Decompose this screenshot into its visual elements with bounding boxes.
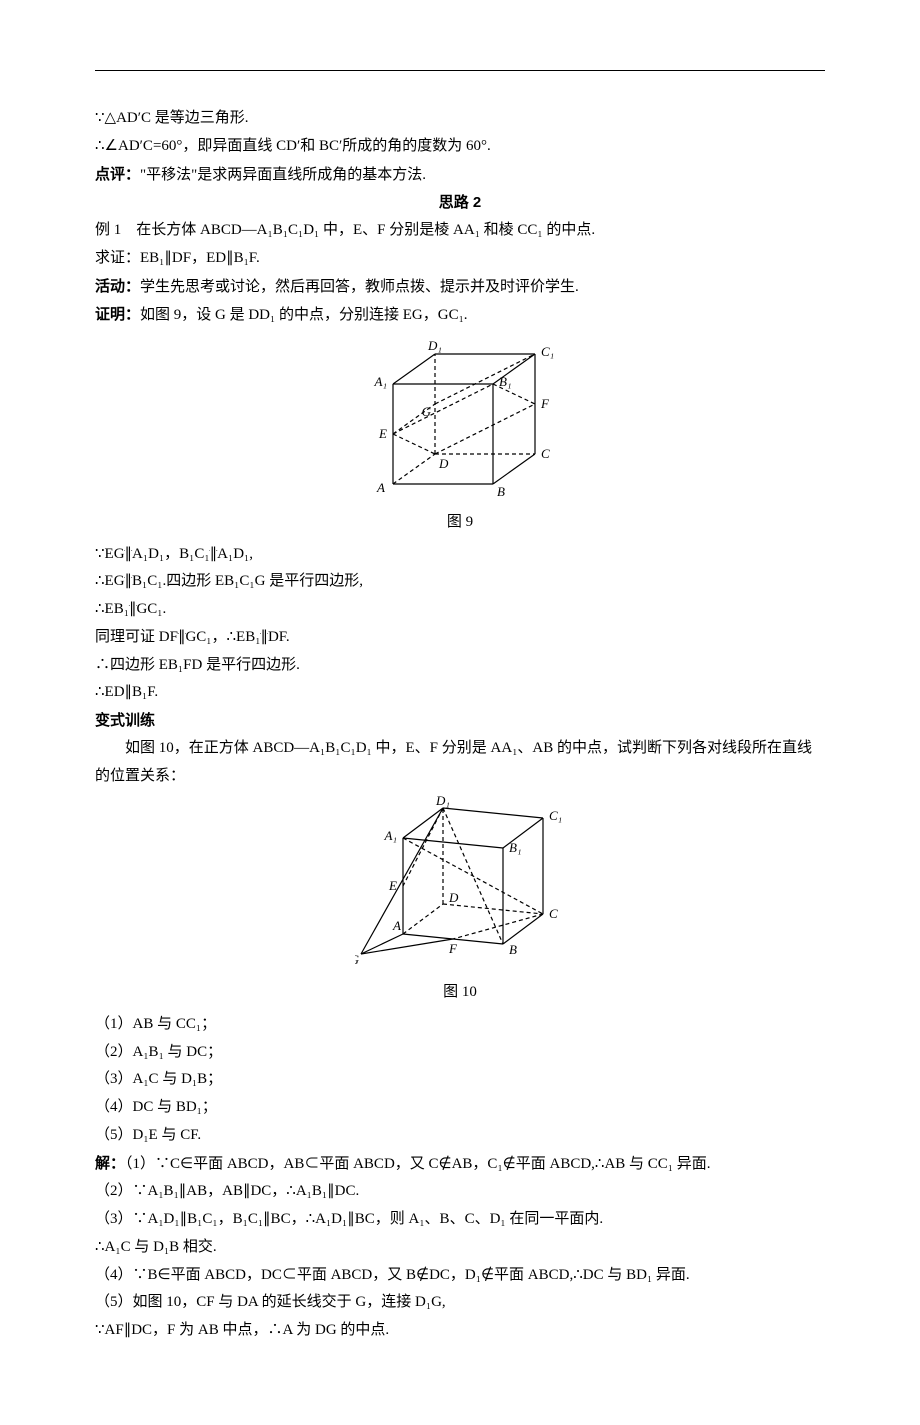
svg-text:D₁: D₁ [427, 338, 442, 353]
item-1: （1）AB 与 CC₁； [95, 1011, 825, 1039]
item-4: （4）DC 与 BD₁； [95, 1094, 825, 1122]
svg-text:D₁: D₁ [435, 796, 450, 808]
svg-text:D: D [438, 456, 449, 471]
proof-l6: ∴ED∥B₁F. [95, 679, 825, 707]
svg-text:D: D [448, 890, 459, 905]
svg-text:B₁: B₁ [499, 374, 511, 389]
solution-6: ∵AF∥DC，F 为 AB 中点，∴A 为 DG 的中点. [95, 1317, 825, 1345]
svg-text:F: F [448, 941, 458, 956]
parallel-equal-icon: ∥ [125, 546, 133, 562]
parallel-equal-icon: ∥ [260, 629, 268, 645]
pl1b: A₁D₁，B₁C₁ [132, 546, 210, 562]
label-activity: 活动： [95, 278, 140, 295]
section-2-title: 思路 2 [95, 189, 825, 217]
solution-3: （3）∵A₁D₁∥B₁C₁，B₁C₁∥BC，∴A₁D₁∥BC，则 A₁、B、C、… [95, 1206, 825, 1234]
label-proof: 证明： [95, 306, 140, 323]
solution-1: 解：（1）∵C∈平面 ABCD，AB⊂平面 ABCD，又 C∉AB，C₁∉平面 … [95, 1150, 825, 1179]
svg-text:F: F [540, 396, 550, 411]
activity-line: 活动：学生先思考或讨论，然后再回答，教师点拨、提示并及时评价学生. [95, 273, 825, 302]
svg-text:G: G [355, 952, 360, 966]
figure-9: A B C D A₁ B₁ C₁ D₁ E F G [95, 336, 825, 507]
pl1c: A₁D₁, [217, 546, 253, 562]
pl3b: GC₁. [136, 601, 166, 617]
variant-title: 变式训练 [95, 707, 825, 735]
item-3: （3）A₁C 与 D₁B； [95, 1066, 825, 1094]
figure-9-caption: 图 9 [95, 509, 825, 537]
svg-text:B: B [509, 942, 517, 957]
svg-text:A₁: A₁ [374, 374, 387, 389]
example-1-line-2: 求证：EB₁∥DF，ED∥B₁F. [95, 245, 825, 273]
proof-l5: ∴四边形 EB₁FD 是平行四边形. [95, 652, 825, 680]
pl2b: B₁C₁.四边形 EB₁C₁G 是平行四边形, [132, 573, 363, 589]
figure-10-svg: A B C D A₁ B₁ C₁ D₁ E F G [355, 796, 565, 966]
variant-intro: 如图 10，在正方体 ABCD—A₁B₁C₁D₁ 中，E、F 分别是 AA₁、A… [95, 735, 825, 791]
proof-l4: 同理可证 DF∥GC₁，∴EB₁∥DF. [95, 624, 825, 652]
label-comment: 点评： [95, 166, 140, 183]
pl4b: GC₁，∴EB₁ [185, 629, 260, 645]
proof-l1: ∵EG∥A₁D₁，B₁C₁∥A₁D₁, [95, 541, 825, 569]
svg-text:B: B [497, 484, 505, 496]
solution-1-body: （1）∵C∈平面 ABCD，AB⊂平面 ABCD，又 C∉AB，C₁∉平面 AB… [125, 1156, 711, 1172]
activity-body: 学生先思考或讨论，然后再回答，教师点拨、提示并及时评价学生. [140, 279, 579, 295]
item-2: （2）A₁B₁ 与 DC； [95, 1039, 825, 1067]
proof-body: 如图 9，设 G 是 DD₁ 的中点，分别连接 EG，GC₁. [140, 307, 468, 323]
svg-text:C: C [549, 906, 558, 921]
svg-text:A₁: A₁ [384, 828, 397, 843]
proof-l3: ∴EB₁∥GC₁. [95, 596, 825, 624]
svg-text:E: E [378, 426, 387, 441]
figure-10-caption: 图 10 [95, 979, 825, 1007]
svg-text:E: E [388, 878, 397, 893]
svg-text:C₁: C₁ [549, 808, 562, 823]
figure-10: A B C D A₁ B₁ C₁ D₁ E F G [95, 796, 825, 977]
proof-l2: ∴EG∥B₁C₁.四边形 EB₁C₁G 是平行四边形, [95, 568, 825, 596]
svg-text:A: A [392, 918, 401, 933]
pl4c: DF. [268, 629, 290, 645]
label-solution: 解： [95, 1155, 125, 1172]
top-rule [95, 70, 825, 71]
svg-text:A: A [376, 480, 385, 495]
example-1-line-1: 例 1 在长方体 ABCD—A₁B₁C₁D₁ 中，E、F 分别是棱 AA₁ 和棱… [95, 217, 825, 245]
intro-line-2: ∴∠AD′C=60°，即异面直线 CD′和 BC′所成的角的度数为 60°. [95, 133, 825, 161]
svg-text:C: C [541, 446, 550, 461]
pl1a: ∵EG [95, 546, 125, 562]
svg-text:C₁: C₁ [541, 344, 554, 359]
svg-text:B₁: B₁ [509, 840, 521, 855]
intro-line-1: ∵△AD′C 是等边三角形. [95, 105, 825, 133]
solution-3b: ∴A₁C 与 D₁B 相交. [95, 1234, 825, 1262]
item-5: （5）D₁E 与 CF. [95, 1122, 825, 1150]
pl4a: 同理可证 DF [95, 629, 178, 645]
pl3a: ∴EB₁ [95, 601, 129, 617]
pl2a: ∴EG [95, 573, 125, 589]
proof-line: 证明：如图 9，设 G 是 DD₁ 的中点，分别连接 EG，GC₁. [95, 301, 825, 330]
intro-line-3: 点评："平移法"是求两异面直线所成角的基本方法. [95, 161, 825, 190]
solution-4: （4）∵B∈平面 ABCD，DC⊂平面 ABCD，又 B∉DC，D₁∉平面 AB… [95, 1262, 825, 1290]
parallel-equal-icon: ∥ [125, 573, 133, 589]
svg-text:G: G [422, 404, 432, 419]
solution-2: （2）∵A₁B₁∥AB，AB∥DC，∴A₁B₁∥DC. [95, 1178, 825, 1206]
intro-line-3-body: "平移法"是求两异面直线所成角的基本方法. [140, 167, 426, 183]
figure-9-svg: A B C D A₁ B₁ C₁ D₁ E F G [365, 336, 555, 496]
solution-5: （5）如图 10，CF 与 DA 的延长线交于 G，连接 D₁G, [95, 1289, 825, 1317]
